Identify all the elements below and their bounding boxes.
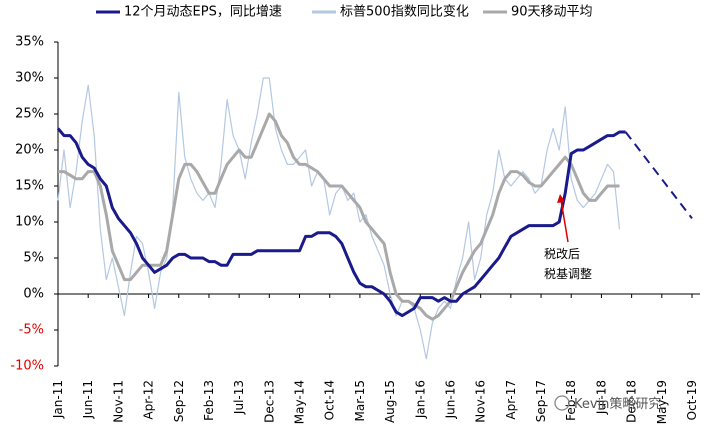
watermark-text: Kevin策略研究	[574, 396, 661, 412]
legend-label-sp500: 标普500指数同比变化	[340, 4, 469, 20]
x-tick-label: Apr-17	[504, 380, 518, 420]
y-tick-label: -5%	[19, 323, 44, 338]
y-axis: 35% 30% 25% 20% 15% 10% 5% 0% -5% -10%	[10, 35, 59, 374]
x-tick-label: May-14	[293, 380, 307, 424]
legend-label-eps: 12个月动态EPS，同比增速	[124, 5, 282, 20]
y-tick-label: 30%	[15, 71, 44, 86]
x-tick-label: Sep-12	[172, 380, 186, 422]
x-tick-label: Nov-11	[111, 380, 125, 423]
wechat-icon	[554, 395, 570, 411]
y-tick-label: 20%	[15, 143, 44, 158]
y-tick-label: 15%	[15, 179, 44, 194]
plot-area	[56, 77, 693, 360]
watermark: Kevin策略研究	[554, 395, 661, 412]
x-tick-label: May-19	[655, 380, 669, 424]
y-tick-label: 0%	[23, 287, 44, 302]
x-tick-label: Feb-13	[202, 380, 216, 421]
legend-label-ma90: 90天移动平均	[511, 5, 593, 20]
x-tick-label: Oct-19	[685, 380, 699, 420]
x-tick-label: Oct-14	[323, 380, 337, 420]
x-tick-label: Jul-18	[594, 380, 608, 415]
y-tick-label: 10%	[15, 215, 44, 230]
series-line-0	[56, 127, 626, 318]
annotation-line-1: 税改后	[544, 247, 580, 261]
x-tick-label: Sep-17	[534, 380, 548, 422]
x-tick-label: Aug-15	[383, 380, 397, 423]
x-tick-label: Jun-11	[81, 380, 95, 419]
series-line-3	[58, 112, 620, 321]
x-tick-label: Jul-13	[232, 380, 246, 415]
x-tick-label: Feb-18	[564, 380, 578, 421]
series-line-1	[624, 131, 693, 220]
annotation-arrowhead	[557, 194, 565, 203]
x-tick-label: Apr-12	[142, 380, 156, 420]
y-tick-label: 25%	[15, 107, 44, 122]
y-tick-label: 35%	[15, 35, 44, 50]
chart-legend: 12个月动态EPS，同比增速 标普500指数同比变化 90天移动平均	[96, 4, 593, 20]
tax-reform-annotation: 税改后 税基调整	[544, 194, 592, 281]
y-tick-label: -10%	[10, 359, 44, 374]
x-tick-label: Nov-16	[474, 380, 488, 423]
x-tick-label: Jun-16	[443, 380, 457, 419]
series-line-2	[57, 77, 621, 360]
x-tick-label: Dec-18	[625, 380, 639, 423]
x-tick-label: Dec-13	[262, 380, 276, 423]
x-tick-label: Jan-16	[413, 380, 427, 419]
x-tick-label: Mar-15	[353, 380, 367, 421]
x-tick-label: Jan-11	[51, 380, 65, 419]
x-axis: Jan-11 Jun-11 Nov-11 Apr-12 Sep-12 Feb-13 Jul-…	[51, 293, 700, 424]
y-tick-label: 5%	[23, 251, 44, 266]
annotation-line-2: 税基调整	[544, 266, 592, 281]
annotation-arrow	[560, 199, 569, 243]
